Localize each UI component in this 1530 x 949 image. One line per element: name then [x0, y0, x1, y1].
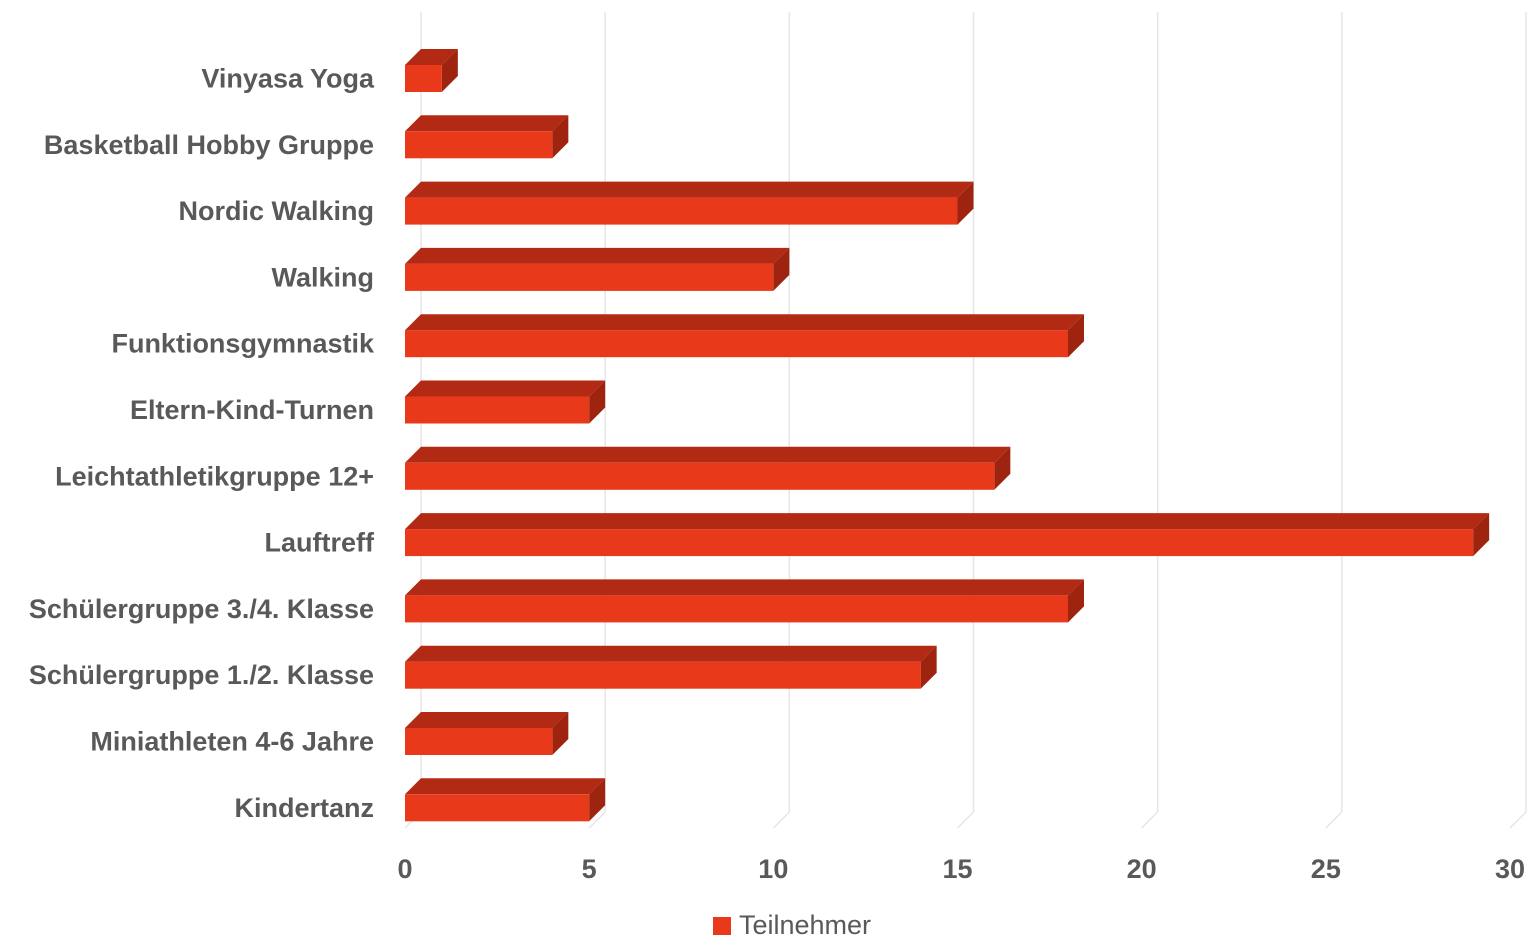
- bar-side-face: [957, 181, 974, 225]
- category-label: Nordic Walking: [178, 196, 374, 226]
- x-tick-label: 25: [1311, 854, 1341, 884]
- bar-top-face: [405, 513, 1490, 530]
- bar-front-face: [405, 462, 995, 490]
- bar-top-face: [405, 446, 1011, 463]
- bar-top-face: [405, 712, 569, 728]
- bar-side-face: [589, 380, 606, 424]
- bar-top-face: [405, 49, 458, 65]
- x-tick-label: 5: [582, 854, 597, 884]
- x-tick-label: 10: [758, 854, 788, 884]
- bar-side-face: [1068, 579, 1084, 623]
- bar-side-face: [552, 115, 569, 159]
- bars: [405, 49, 1490, 822]
- category-label: Walking: [271, 262, 374, 292]
- bar-side-face: [589, 778, 606, 822]
- bar: [405, 712, 569, 755]
- category-label: Lauftreff: [265, 528, 375, 558]
- bar-top-face: [405, 314, 1084, 331]
- legend-swatch: [712, 916, 731, 935]
- category-label: Miniathleten 4-6 Jahre: [90, 727, 374, 757]
- bar-side-face: [773, 247, 790, 291]
- category-label: Funktionsgymnastik: [111, 329, 375, 359]
- x-tick-label: 0: [397, 854, 412, 884]
- x-tick-label: 20: [1127, 854, 1157, 884]
- gridline-floor: [1325, 811, 1343, 829]
- bar-front-face: [405, 529, 1474, 557]
- gridline-floor: [772, 811, 790, 829]
- x-tick-label: 15: [942, 854, 972, 884]
- gridline-floor: [1509, 811, 1527, 829]
- bar-top-face: [405, 380, 606, 397]
- category-label: Vinyasa Yoga: [201, 64, 375, 94]
- bar-top-face: [405, 247, 790, 264]
- bar: [405, 446, 1011, 490]
- bar-front-face: [405, 595, 1068, 623]
- bar-front-face: [405, 728, 553, 755]
- bar: [405, 645, 937, 689]
- legend: Teilnehmer: [0, 910, 1530, 941]
- gridlines: [404, 12, 1527, 829]
- category-label: Eltern-Kind-Turnen: [130, 395, 374, 425]
- category-label: Basketball Hobby Gruppe: [44, 130, 374, 160]
- gridline-floor: [1141, 811, 1159, 829]
- bar: [405, 115, 569, 159]
- gridline-floor: [956, 811, 975, 829]
- bar: [405, 314, 1084, 358]
- bar-chart: Vinyasa Yoga Basketball Hobby Gruppe Nordi…: [29, 12, 1527, 884]
- bar-front-face: [405, 263, 774, 291]
- bar-front-face: [405, 396, 590, 424]
- category-label: Schülergruppe 3./4. Klasse: [29, 594, 374, 624]
- bar-front-face: [405, 794, 590, 822]
- bar-front-face: [405, 65, 442, 92]
- gridline-floor: [588, 811, 606, 829]
- bar-side-face: [920, 645, 937, 689]
- bar: [405, 380, 606, 424]
- bar-front-face: [405, 330, 1068, 358]
- bar: [405, 49, 458, 92]
- category-label: Schülergruppe 1./2. Klasse: [29, 660, 374, 690]
- bar: [405, 778, 606, 822]
- bar-side-face: [552, 712, 569, 755]
- bar: [405, 513, 1490, 557]
- x-tick-labels: 0 5 10 15 20 25 30: [397, 854, 1525, 884]
- bar-front-face: [405, 197, 958, 225]
- category-label: Leichtathletikgruppe 12+: [55, 461, 374, 491]
- bar-side-face: [994, 446, 1011, 490]
- bar-top-face: [405, 645, 937, 662]
- bar-front-face: [405, 131, 553, 159]
- legend-label: Teilnehmer: [738, 910, 872, 940]
- bar-top-face: [405, 115, 569, 132]
- bar-top-face: [405, 778, 606, 795]
- bar: [405, 181, 974, 225]
- bar-front-face: [405, 661, 921, 689]
- bar-side-face: [1473, 513, 1490, 557]
- bar-top-face: [405, 579, 1084, 596]
- bar: [405, 579, 1084, 623]
- category-labels: Vinyasa Yoga Basketball Hobby Gruppe Nordi…: [29, 64, 375, 823]
- x-tick-label: 30: [1495, 854, 1525, 884]
- bar-side-face: [1068, 314, 1084, 358]
- bar-top-face: [405, 181, 974, 198]
- bar-side-face: [441, 49, 458, 92]
- bar: [405, 247, 790, 291]
- category-label: Kindertanz: [234, 793, 374, 823]
